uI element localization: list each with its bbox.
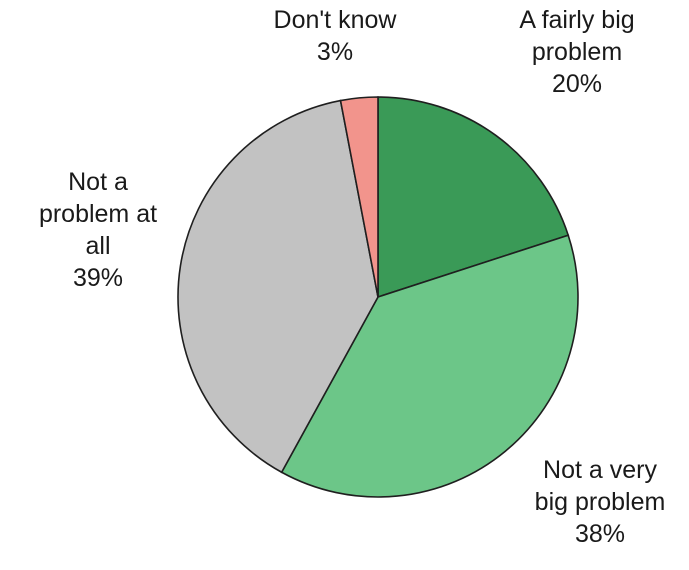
slice-label-line: all	[85, 232, 110, 260]
slices-layer	[177, 96, 579, 498]
slice-label-not-a-problem-at-all: Not a problem at all 39%	[39, 168, 157, 292]
slice-label-line: big problem	[535, 488, 666, 516]
slice-label-line: problem	[532, 38, 622, 66]
slice-label-line: A fairly big	[519, 6, 634, 34]
slice-label-don-t-know: Don't know 3%	[274, 6, 398, 66]
labels-layer: A fairly big problem 20% Not a very big prob…	[39, 6, 665, 548]
slice-label-line: Not a	[68, 168, 128, 196]
slice-value-label: 39%	[73, 264, 123, 292]
pie-slice-don-t-know	[339, 96, 379, 298]
slice-value-label: 3%	[317, 38, 353, 66]
pie-slice-a-fairly-big-problem	[377, 96, 570, 299]
slice-value-label: 38%	[575, 520, 625, 548]
slice-label-line: Not a very	[543, 456, 657, 484]
slice-label-line: problem at	[39, 200, 157, 228]
slice-label-not-a-very-big-problem: Not a very big problem 38%	[535, 456, 666, 548]
slice-label-a-fairly-big-problem: A fairly big problem 20%	[519, 6, 634, 98]
pie-slice-not-a-problem-at-all	[177, 99, 379, 474]
pie-slice-not-a-very-big-problem	[280, 234, 579, 498]
slice-value-label: 20%	[552, 70, 602, 98]
slice-label-line: Don't know	[274, 6, 398, 34]
